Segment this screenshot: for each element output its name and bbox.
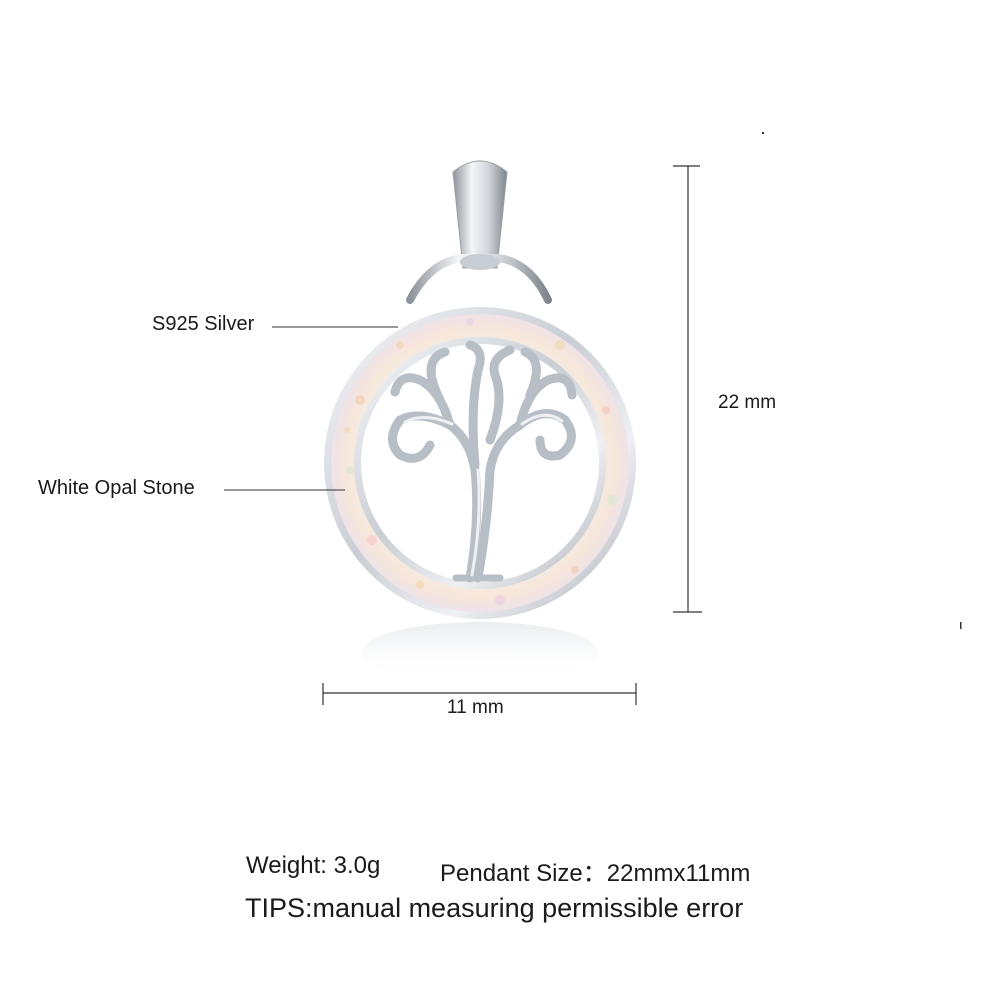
height-label: 22 mm	[718, 392, 777, 413]
width-label: 11 mm	[447, 697, 504, 718]
tree-highlights	[403, 413, 564, 577]
tree-of-life-icon	[388, 340, 577, 583]
stone-label: White Opal Stone	[38, 477, 195, 499]
material-label: S925 Silver	[152, 313, 255, 335]
pendant-reflection	[362, 622, 598, 682]
tips-note: TIPS:manual measuring permissible error	[245, 893, 744, 923]
pendant-bail	[406, 160, 552, 304]
pendant-size-spec: Pendant Size：22mmx11mm	[440, 860, 751, 887]
height-dimension-line	[673, 165, 702, 613]
stray-mark	[762, 132, 764, 134]
weight-spec: Weight: 3.0g	[246, 852, 381, 879]
pendant-center-opening	[361, 344, 599, 582]
stray-mark	[960, 622, 962, 629]
width-dimension-line	[322, 683, 637, 705]
